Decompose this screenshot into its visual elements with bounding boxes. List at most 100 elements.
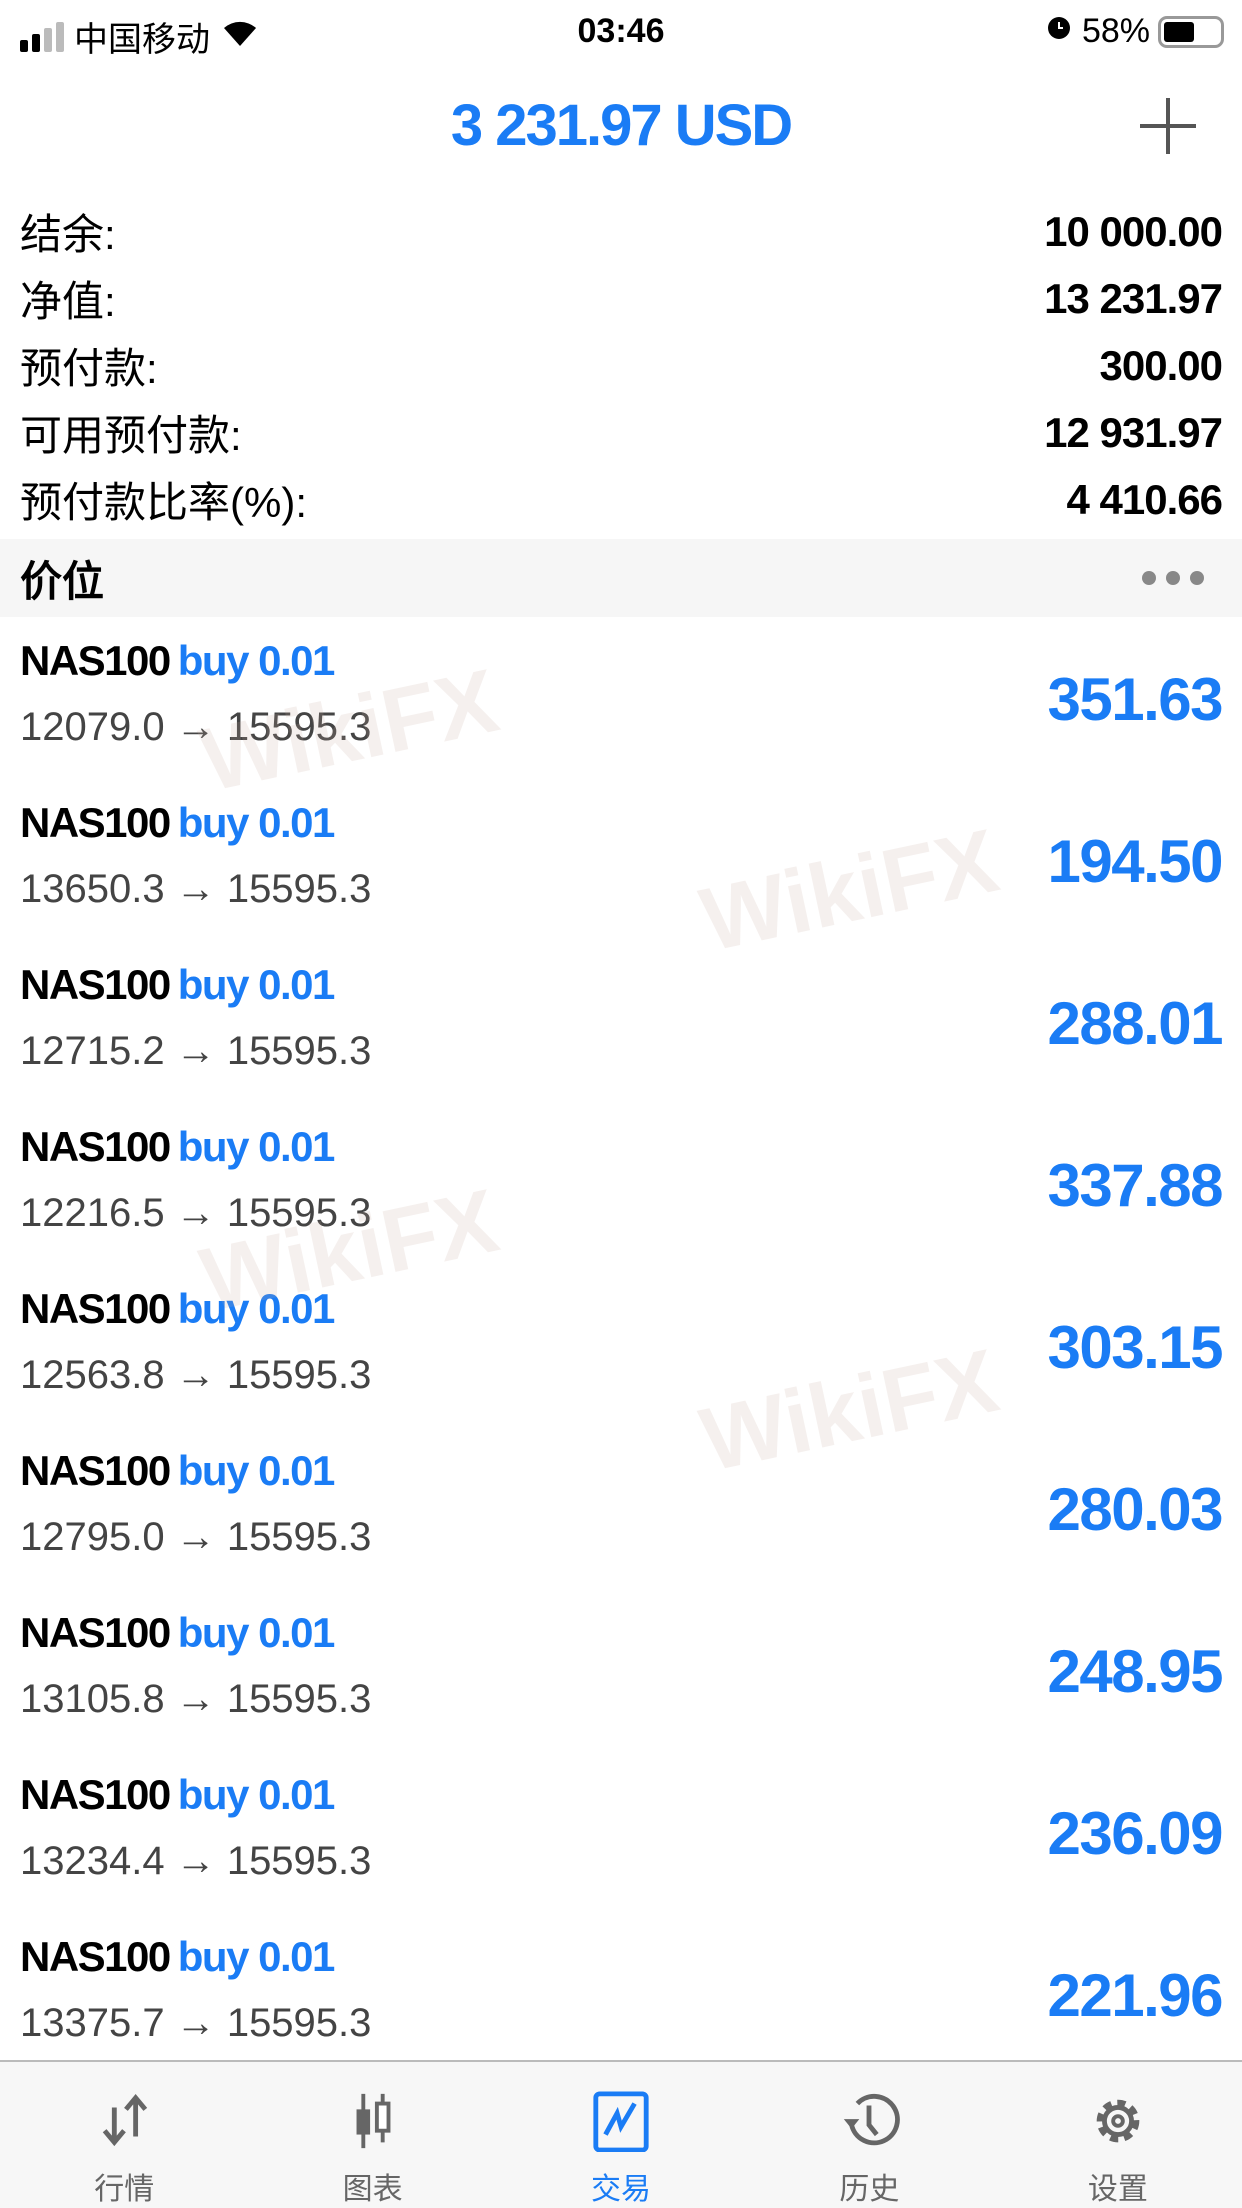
header: 3 231.97 USD (0, 88, 1242, 164)
position-symbol: NAS100 (20, 961, 171, 1008)
position-symbol: NAS100 (20, 799, 171, 846)
summary-row-balance: 结余: 10 000.00 (0, 198, 1242, 265)
position-prices: 12216.5 → 15595.3 (20, 1191, 372, 1235)
position-title: NAS100 buy 0.01 (20, 1933, 336, 1981)
page-title: 3 231.97 USD (450, 93, 793, 158)
position-symbol: NAS100 (20, 1447, 171, 1494)
position-row[interactable]: NAS100 buy 0.01 12563.8 → 15595.3 303.15 (0, 1265, 1242, 1427)
position-prices: 13105.8 → 15595.3 (20, 1677, 372, 1721)
position-direction: buy 0.01 (177, 799, 336, 846)
plus-icon[interactable] (1140, 98, 1196, 154)
summary-value: 4 410.66 (1066, 475, 1223, 523)
position-title: NAS100 buy 0.01 (20, 1609, 336, 1657)
candlestick-icon (356, 2093, 391, 2149)
tab-quotes[interactable]: 行情 (0, 2062, 248, 2208)
battery-percent: 58% (1081, 12, 1150, 50)
position-title: NAS100 buy 0.01 (20, 1285, 336, 1333)
tab-label: 行情 (94, 2173, 155, 2206)
position-row[interactable]: NAS100 buy 0.01 13234.4 → 15595.3 236.09 (0, 1751, 1242, 1913)
tab-label: 设置 (1087, 2173, 1148, 2206)
summary-value: 300.00 (1099, 341, 1223, 389)
position-title: NAS100 buy 0.01 (20, 1447, 336, 1495)
position-title: NAS100 buy 0.01 (20, 961, 336, 1009)
positions-list: NAS100 buy 0.01 12079.0 → 15595.3 351.63 N… (0, 617, 1242, 2075)
position-profit: 303.15 (1047, 1314, 1223, 1381)
summary-row-margin: 预付款: 300.00 (0, 332, 1242, 399)
history-icon (844, 2093, 901, 2146)
summary-value: 10 000.00 (1044, 207, 1223, 255)
clock: 03:46 (577, 12, 665, 50)
position-symbol: NAS100 (20, 637, 171, 684)
account-summary: 结余: 10 000.00 净值: 13 231.97 预付款: 300.00 可用预… (0, 198, 1242, 533)
quotes-arrows-icon (102, 2093, 148, 2147)
battery-icon (1158, 15, 1224, 48)
position-symbol: NAS100 (20, 1933, 171, 1980)
position-title: NAS100 buy 0.01 (20, 1771, 336, 1819)
position-direction: buy 0.01 (177, 1933, 336, 1980)
summary-label: 净值: (20, 278, 116, 325)
position-direction: buy 0.01 (177, 1285, 336, 1332)
position-row[interactable]: NAS100 buy 0.01 13375.7 → 15595.3 221.96 (0, 1913, 1242, 2075)
tab-history[interactable]: 历史 (745, 2062, 993, 2208)
position-profit: 194.50 (1047, 828, 1223, 895)
carrier: 中国移动 (74, 21, 210, 59)
tab-trade[interactable]: 交易 (497, 2062, 745, 2208)
position-profit: 280.03 (1047, 1476, 1223, 1543)
position-direction: buy 0.01 (177, 1447, 336, 1494)
position-profit: 337.88 (1047, 1152, 1223, 1219)
position-profit: 351.63 (1047, 666, 1223, 733)
position-row[interactable]: NAS100 buy 0.01 12715.2 → 15595.3 288.01 (0, 941, 1242, 1103)
position-prices: 13650.3 → 15595.3 (20, 867, 372, 911)
section-title: 价位 (20, 557, 105, 605)
position-row[interactable]: NAS100 buy 0.01 12795.0 → 15595.3 280.03 (0, 1427, 1242, 1589)
tab-settings[interactable]: 设置 (994, 2062, 1242, 2208)
position-title: NAS100 buy 0.01 (20, 799, 336, 847)
summary-row-equity: 净值: 13 231.97 (0, 265, 1242, 332)
signal-icon (20, 21, 64, 52)
position-direction: buy 0.01 (177, 637, 336, 684)
position-prices: 13375.7 → 15595.3 (20, 2001, 372, 2045)
tab-label: 交易 (591, 2173, 652, 2206)
position-symbol: NAS100 (20, 1123, 171, 1170)
summary-value: 12 931.97 (1044, 408, 1223, 456)
position-prices: 12079.0 → 15595.3 (20, 705, 372, 749)
position-profit: 248.95 (1047, 1638, 1223, 1705)
summary-label: 结余: (20, 211, 116, 258)
summary-label: 预付款比率(%): (20, 479, 307, 526)
position-prices: 12795.0 → 15595.3 (20, 1515, 372, 1559)
position-direction: buy 0.01 (177, 1771, 336, 1818)
position-row[interactable]: NAS100 buy 0.01 12216.5 → 15595.3 337.88 (0, 1103, 1242, 1265)
ellipsis-icon[interactable] (1142, 571, 1204, 585)
position-title: NAS100 buy 0.01 (20, 1123, 336, 1171)
tab-label: 历史 (839, 2173, 900, 2206)
status-bar: 中国移动 03:46 58% (0, 0, 1242, 62)
position-direction: buy 0.01 (177, 1609, 336, 1656)
summary-row-margin-level: 预付款比率(%): 4 410.66 (0, 466, 1242, 533)
position-profit: 288.01 (1047, 990, 1223, 1057)
position-profit: 221.96 (1047, 1962, 1223, 2029)
tab-label: 图表 (342, 2173, 403, 2206)
position-direction: buy 0.01 (177, 961, 336, 1008)
position-row[interactable]: NAS100 buy 0.01 13105.8 → 15595.3 248.95 (0, 1589, 1242, 1751)
position-symbol: NAS100 (20, 1771, 171, 1818)
tab-bar: 行情 图表 交易 历史 设置 (0, 2060, 1242, 2208)
position-row[interactable]: NAS100 buy 0.01 12079.0 → 15595.3 351.63 (0, 617, 1242, 779)
summary-value: 13 231.97 (1044, 274, 1223, 322)
position-direction: buy 0.01 (177, 1123, 336, 1170)
tab-charts[interactable]: 图表 (248, 2062, 496, 2208)
position-row[interactable]: NAS100 buy 0.01 13650.3 → 15595.3 194.50 (0, 779, 1242, 941)
position-symbol: NAS100 (20, 1609, 171, 1656)
trade-chart-icon (593, 2091, 649, 2152)
positions-header: 价位 (0, 539, 1242, 617)
wifi-icon (220, 16, 260, 57)
summary-row-free-margin: 可用预付款: 12 931.97 (0, 399, 1242, 466)
position-prices: 12715.2 → 15595.3 (20, 1029, 372, 1073)
alarm-icon (1044, 12, 1074, 51)
position-title: NAS100 buy 0.01 (20, 637, 336, 685)
summary-label: 预付款: (20, 345, 158, 392)
position-prices: 12563.8 → 15595.3 (20, 1353, 372, 1397)
summary-label: 可用预付款: (20, 412, 242, 459)
position-profit: 236.09 (1047, 1800, 1223, 1867)
position-prices: 13234.4 → 15595.3 (20, 1839, 372, 1883)
position-symbol: NAS100 (20, 1285, 171, 1332)
